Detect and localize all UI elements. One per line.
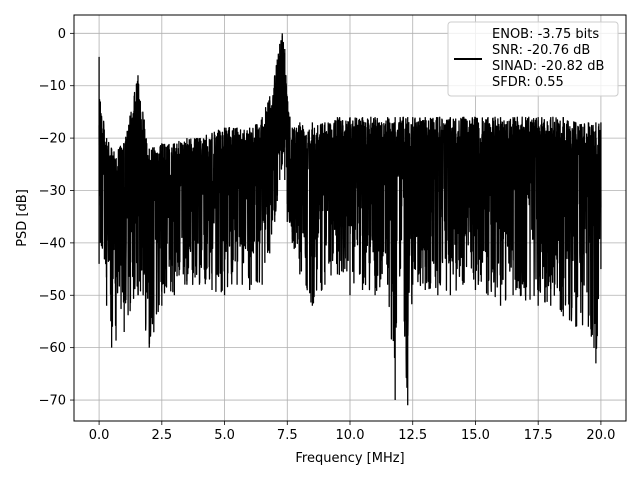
x-tick-label: 5.0 [214,428,235,443]
x-tick-label: 12.5 [398,428,427,443]
x-tick-label: 20.0 [586,428,615,443]
y-axis-ticks: 0 −10 −20 −30 −40 −50 −60 −70 [39,27,74,409]
x-tick-label: 7.5 [277,428,298,443]
y-tick-label: −10 [39,79,66,94]
x-tick-label: 0.0 [89,428,110,443]
legend-sfdr: SFDR: 0.55 [492,75,564,90]
y-tick-label: −40 [39,236,66,251]
y-tick-label: −50 [39,289,66,304]
y-tick-label: −20 [39,132,66,147]
legend-box [447,21,619,97]
x-tick-label: 2.5 [151,428,172,443]
legend-sinad: SINAD: -20.82 dB [492,59,604,74]
y-tick-label: −30 [39,184,66,199]
y-tick-label: −60 [39,341,66,356]
x-tick-label: 15.0 [461,428,490,443]
x-tick-label: 10.0 [336,428,365,443]
y-tick-label: 0 [58,27,66,42]
legend: ENOB: -3.75 bits SNR: -20.76 dB SINAD: -… [447,21,619,97]
psd-series [98,33,602,406]
y-tick-label: −70 [39,394,66,409]
x-axis-ticks: 0.0 2.5 5.0 7.5 10.0 12.5 15.0 17.5 20.0 [89,421,615,443]
x-tick-label: 17.5 [524,428,553,443]
legend-snr: SNR: -20.76 dB [492,43,590,58]
y-axis-label: PSD [dB] [15,189,30,247]
x-axis-label: Frequency [MHz] [295,451,404,466]
legend-enob: ENOB: -3.75 bits [492,27,599,42]
